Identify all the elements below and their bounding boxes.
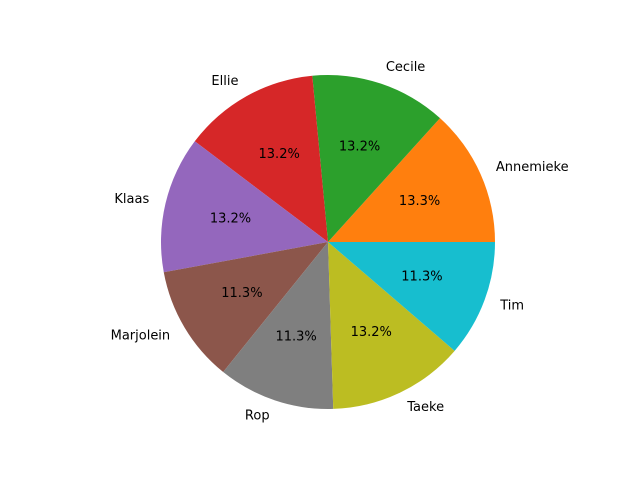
- percent-label-rop: 11.3%: [275, 329, 316, 344]
- slice-label-tim: Tim: [499, 298, 524, 313]
- slice-label-rop: Rop: [245, 409, 270, 424]
- pie-slice-cecile: [312, 74, 441, 242]
- percent-labels: 13.3% 13.2% 13.2% 13.2% 11.3% 11.3% 13.2% 11.3%: [210, 139, 443, 344]
- percent-label-annemieke: 13.3%: [399, 194, 440, 209]
- percent-label-klaas: 13.2%: [210, 211, 251, 226]
- percent-label-cecile: 13.2%: [339, 139, 380, 154]
- pie-slice-annemieke: [328, 118, 495, 242]
- percent-label-tim: 11.3%: [401, 269, 442, 284]
- slice-label-annemieke: Annemieke: [496, 160, 569, 175]
- pie-slice-rop: [223, 242, 334, 409]
- slice-labels: Annemieke Cecile Ellie Klaas Marjolein Rop Tae…: [111, 60, 569, 424]
- pie-slice-taeke: [328, 242, 455, 409]
- pie-slice-tim: [328, 242, 495, 351]
- pie-slice-marjolein: [163, 242, 328, 373]
- pie-slice-klaas: [161, 141, 328, 273]
- slice-label-cecile: Cecile: [386, 60, 425, 75]
- slice-label-ellie: Ellie: [211, 74, 238, 89]
- slice-label-marjolein: Marjolein: [111, 329, 171, 344]
- percent-label-taeke: 13.2%: [351, 325, 392, 340]
- percent-label-marjolein: 11.3%: [221, 286, 262, 301]
- slice-label-klaas: Klaas: [114, 192, 149, 207]
- pie-slices: [161, 74, 495, 409]
- pie-slice-ellie: [194, 75, 328, 242]
- percent-label-ellie: 13.2%: [259, 147, 300, 162]
- slice-label-taeke: Taeke: [406, 400, 444, 415]
